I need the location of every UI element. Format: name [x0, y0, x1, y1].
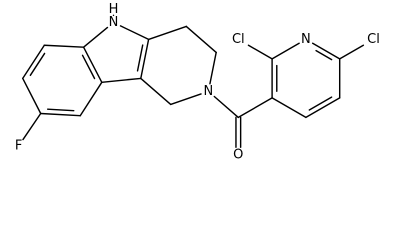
bond — [271, 42, 300, 60]
bond — [213, 95, 240, 119]
atom-label: H — [109, 2, 119, 17]
bond — [338, 44, 365, 60]
atom-label: N — [109, 15, 119, 30]
atom-label: F — [15, 138, 22, 153]
atom-label: Cl — [232, 32, 245, 47]
bond — [237, 97, 273, 119]
bond-inner — [315, 49, 333, 61]
bond — [43, 44, 85, 48]
bond — [140, 77, 172, 106]
bond — [209, 51, 217, 85]
bond — [305, 97, 341, 119]
bond — [140, 38, 150, 80]
bond — [82, 26, 109, 48]
bond-inner — [29, 52, 46, 77]
bond — [22, 77, 42, 115]
bond — [271, 97, 307, 119]
atom-label: O — [233, 148, 243, 163]
bond — [101, 77, 142, 84]
bond — [39, 112, 81, 117]
bond-inner — [81, 54, 96, 80]
atom-label: Cl — [367, 32, 380, 47]
atom-label: N — [204, 84, 214, 99]
bond — [147, 25, 188, 41]
bond — [311, 42, 341, 60]
bond-inner — [46, 108, 75, 112]
bond — [82, 46, 103, 84]
bond — [22, 44, 46, 80]
bond — [79, 81, 103, 117]
bond — [185, 25, 217, 54]
bond — [247, 44, 273, 60]
bond-inner — [308, 96, 333, 111]
bond — [119, 25, 150, 41]
bond — [169, 93, 202, 106]
bond — [22, 112, 42, 141]
bond-inner — [136, 44, 144, 72]
atom-label: N — [301, 32, 311, 47]
